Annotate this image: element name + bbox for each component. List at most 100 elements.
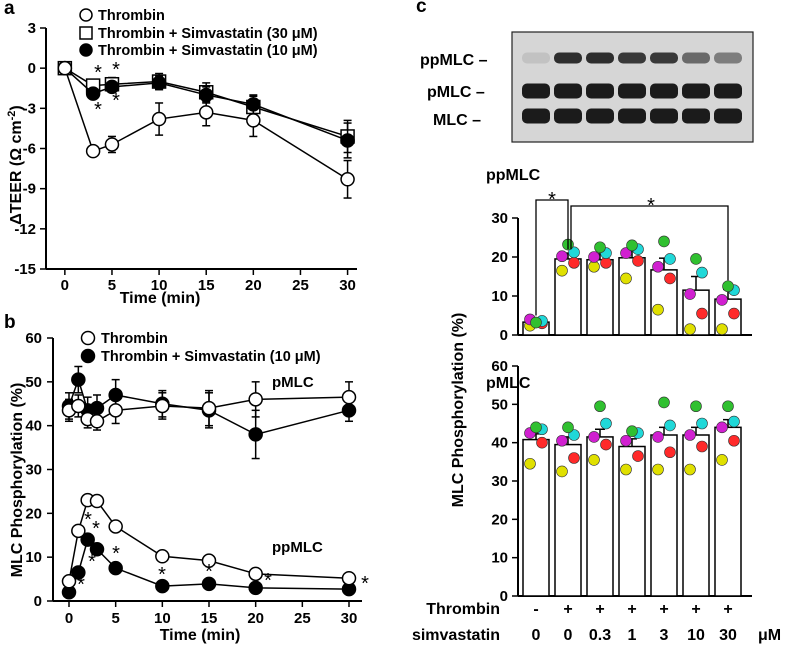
data-point — [246, 113, 261, 128]
replicate-dot — [716, 454, 728, 466]
replicate-dot — [664, 272, 676, 285]
significance-star: * — [205, 561, 213, 583]
replicate-dot — [626, 425, 638, 437]
data-point — [85, 86, 101, 101]
data-point — [80, 532, 95, 547]
y-tick-label: 0 — [34, 593, 42, 610]
replicate-dot — [716, 421, 728, 434]
replicate-dot — [620, 434, 632, 447]
significance-star: * — [94, 99, 102, 121]
significance-star: * — [88, 551, 96, 573]
panel-a-xlabel: Time (min) — [120, 290, 201, 307]
panel-b-legend: Thrombin Thrombin + Simvastatin (10 μM) — [80, 330, 321, 365]
y-tick-label: -12 — [14, 221, 36, 238]
blot-band — [650, 108, 678, 124]
replicate-dot — [600, 438, 612, 451]
treatment-cell: 0 — [532, 627, 541, 644]
data-point — [71, 523, 86, 539]
replicate-dot — [568, 257, 580, 269]
panel-b-axes: 0 10 20 30 40 50 60 0 5 10 15 20 25 30 — [25, 330, 362, 627]
significance-star: * — [647, 195, 655, 217]
treatment-cell: + — [595, 601, 604, 618]
y-tick-label: 40 — [25, 418, 42, 435]
replicate-dot — [722, 280, 734, 293]
treatment-cell: 30 — [719, 627, 737, 644]
data-point — [201, 553, 217, 568]
bar — [586, 258, 614, 336]
replicate-dot — [588, 260, 600, 273]
legend-marker-circle — [80, 348, 96, 364]
replicate-dot — [568, 246, 580, 259]
data-point — [341, 570, 357, 586]
significance-star: * — [112, 90, 120, 112]
legend-marker-circle — [80, 330, 96, 346]
data-point — [71, 398, 86, 414]
treatment-cell: + — [723, 601, 732, 618]
x-tick-label: 30 — [341, 610, 358, 627]
data-point — [248, 427, 263, 442]
blot-band — [618, 52, 646, 64]
blot-bands — [522, 52, 742, 124]
legend-entry: Thrombin + Simvastatin (10 μM) — [101, 349, 321, 365]
data-point — [155, 398, 170, 414]
replicate-dot — [684, 323, 696, 335]
blot-band — [714, 108, 742, 124]
significance-star: * — [84, 509, 92, 531]
legend-marker-square — [79, 26, 93, 40]
data-point — [71, 372, 86, 387]
x-tick-label: 15 — [201, 610, 218, 627]
legend-marker-circle — [79, 8, 93, 22]
replicate-dot — [530, 316, 542, 329]
y-tick-label: 20 — [491, 249, 508, 266]
legend-entry: Thrombin — [98, 8, 165, 24]
blot-band — [554, 52, 582, 64]
data-point — [198, 105, 214, 120]
panel-b-ylabel: MLC Phosphorylation (%) — [9, 383, 26, 578]
significance-star: * — [112, 59, 120, 81]
y-tick-label: 20 — [491, 511, 508, 528]
bar — [682, 434, 710, 597]
replicate-dot — [626, 239, 638, 252]
data-point — [71, 565, 86, 580]
replicate-dot — [632, 255, 644, 267]
significance-star: * — [548, 189, 556, 211]
x-tick-label: 15 — [198, 277, 215, 294]
y-tick-label: 0 — [28, 60, 36, 77]
blot-band — [682, 108, 710, 124]
blot-band — [714, 52, 742, 64]
y-tick-label: 60 — [25, 330, 42, 347]
treatment-cell: + — [691, 601, 700, 618]
replicate-dot — [600, 257, 612, 269]
bar — [714, 426, 742, 597]
replicate-dot — [530, 421, 542, 434]
blot-band — [522, 108, 550, 124]
replicate-dot — [652, 260, 664, 273]
replicate-dot — [728, 415, 740, 428]
replicate-dot — [620, 272, 632, 285]
replicate-dot — [696, 307, 708, 320]
replicate-dot — [556, 434, 568, 447]
data-point — [89, 493, 105, 509]
replicate-dot — [684, 288, 696, 300]
replicate-dot — [690, 400, 702, 413]
replicate-dot — [696, 440, 708, 453]
data-point — [108, 403, 123, 418]
blot-band — [618, 108, 646, 124]
data-point — [151, 75, 167, 91]
replicate-dot — [652, 431, 664, 443]
replicate-dot — [664, 419, 676, 432]
x-tick-label: 25 — [292, 277, 309, 294]
blot-label-mlc: MLC – — [433, 112, 481, 129]
replicate-dot — [588, 454, 600, 466]
replicate-dot — [588, 251, 600, 263]
replicate-dot — [728, 434, 740, 447]
replicate-dot — [620, 247, 632, 259]
blot-band — [682, 83, 710, 99]
x-tick-label: 20 — [245, 277, 262, 294]
data-point — [151, 111, 167, 127]
x-tick-label: 25 — [294, 610, 311, 627]
replicate-dot — [568, 452, 580, 464]
comparison-bracket — [570, 205, 729, 281]
data-point — [104, 79, 120, 95]
